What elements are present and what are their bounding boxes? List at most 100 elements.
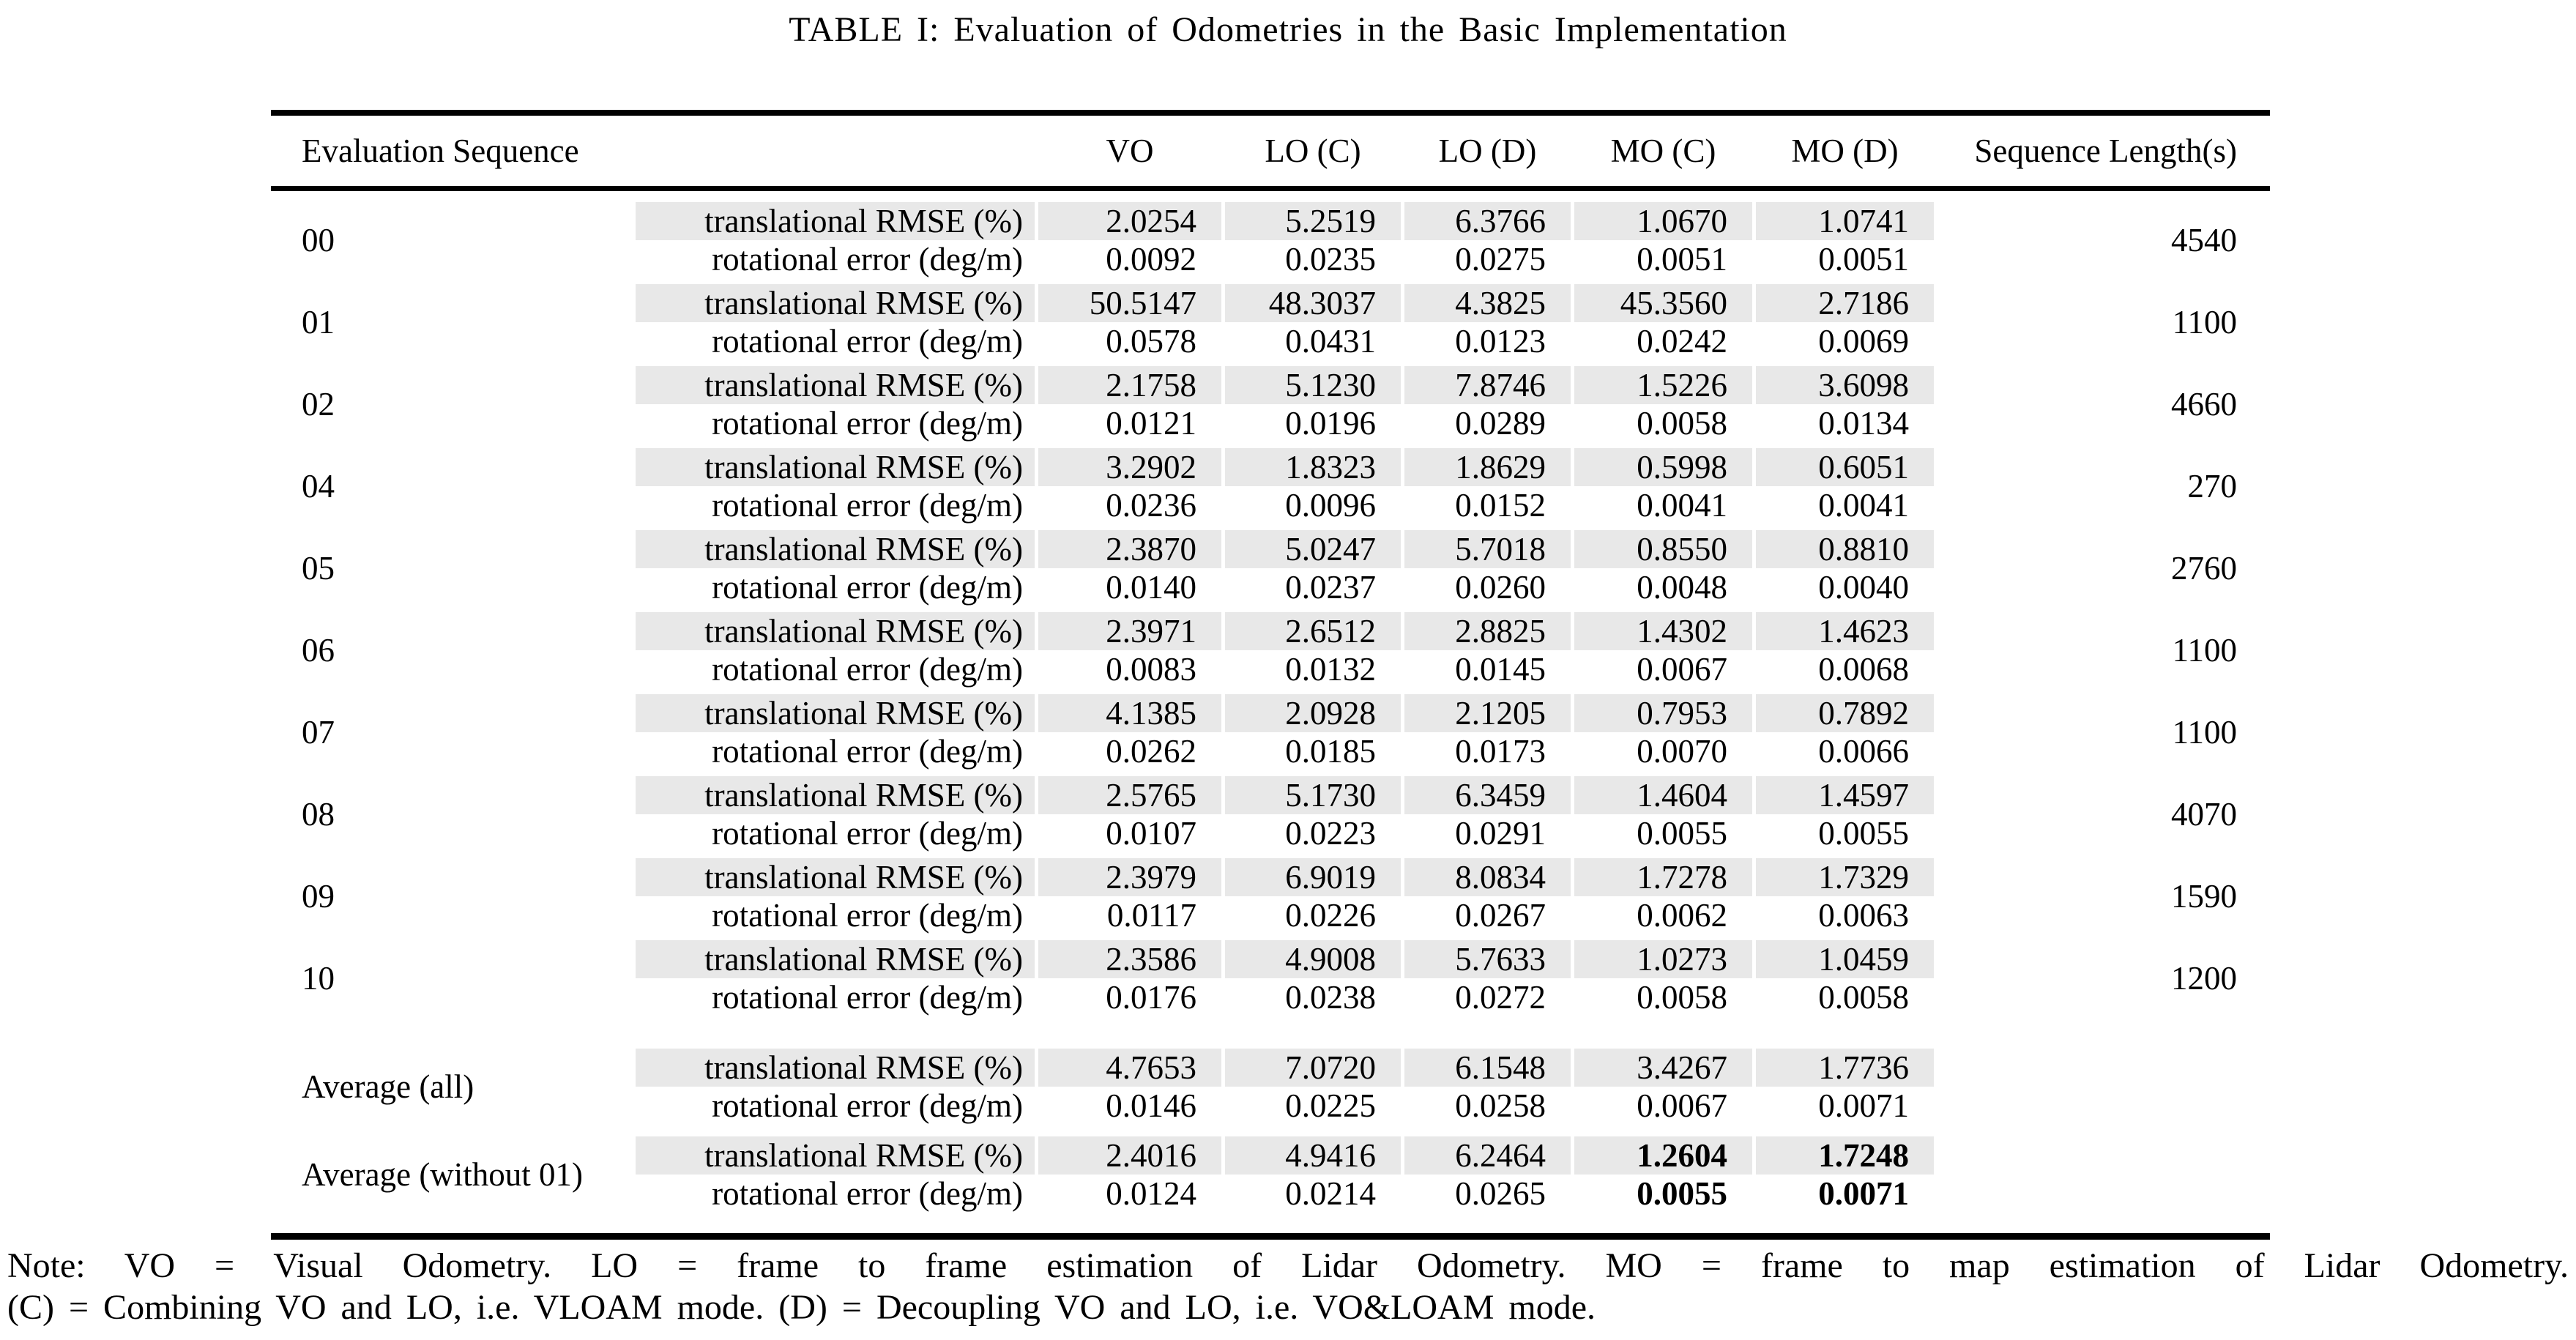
- metric-label-rotational: rotational error (deg/m): [712, 323, 1023, 360]
- cell-rotational-mo-d: 0.0058: [1818, 979, 1909, 1016]
- cell-rotational-vo: 0.0124: [1106, 1175, 1196, 1212]
- cell-translational-mo-c: 45.3560: [1574, 284, 1752, 322]
- cell-rotational-mo-d: 0.0071: [1818, 1175, 1909, 1212]
- cell-translational-mo-c: 0.7953: [1574, 694, 1752, 732]
- cell-translational-mo-c: 1.4604: [1574, 776, 1752, 814]
- sequence-length-value: 1100: [2172, 714, 2237, 751]
- cell-translational-lo-d: 7.8746: [1404, 366, 1571, 404]
- cell-rotational-mo-d: 0.0071: [1818, 1087, 1909, 1124]
- table-row-group: 04 translational RMSE (%) 3.2902 1.8323 …: [271, 448, 2270, 524]
- cell-translational-lo-d: 6.1548: [1404, 1049, 1571, 1087]
- cell-translational-vo: 4.1385: [1038, 694, 1221, 732]
- table-row-group: 08 translational RMSE (%) 2.5765 5.1730 …: [271, 776, 2270, 852]
- cell-rotational-lo-c: 0.0238: [1285, 979, 1376, 1016]
- table-note-line-1: Note: VO = Visual Odometry. LO = frame t…: [7, 1246, 2569, 1285]
- sequence-label: 06: [302, 632, 335, 669]
- cell-translational-lo-d: 8.0834: [1404, 858, 1571, 896]
- cell-translational-lo-d: 2.1205: [1404, 694, 1571, 732]
- cell-translational-mo-d: 0.7892: [1756, 694, 1934, 732]
- sequence-length-value: 2760: [2171, 550, 2237, 587]
- table-row-group: 09 translational RMSE (%) 2.3979 6.9019 …: [271, 858, 2270, 934]
- cell-translational-mo-d: 1.7329: [1756, 858, 1934, 896]
- cell-translational-lo-c: 5.2519: [1225, 202, 1401, 240]
- cell-rotational-mo-d: 0.0040: [1818, 569, 1909, 606]
- cell-translational-vo: 2.3979: [1038, 858, 1221, 896]
- cell-translational-mo-d: 1.7736: [1756, 1049, 1934, 1087]
- sequence-label: 09: [302, 878, 335, 915]
- cell-rotational-lo-d: 0.0275: [1455, 241, 1546, 278]
- metric-label-rotational: rotational error (deg/m): [712, 733, 1023, 770]
- cell-translational-mo-d: 1.4597: [1756, 776, 1934, 814]
- cell-translational-mo-d: 3.6098: [1756, 366, 1934, 404]
- metric-label-rotational: rotational error (deg/m): [712, 1087, 1023, 1124]
- metric-label-translational: translational RMSE (%): [636, 940, 1035, 978]
- cell-rotational-lo-d: 0.0145: [1455, 651, 1546, 688]
- cell-translational-vo: 2.3870: [1038, 530, 1221, 568]
- cell-rotational-mo-c: 0.0067: [1637, 651, 1727, 688]
- cell-translational-mo-c: 0.5998: [1574, 448, 1752, 486]
- cell-rotational-lo-c: 0.0096: [1285, 487, 1376, 524]
- sequence-label: Average (all): [302, 1068, 474, 1105]
- cell-rotational-lo-c: 0.0185: [1285, 733, 1376, 770]
- sequence-label: 07: [302, 714, 335, 751]
- cell-rotational-mo-c: 0.0242: [1637, 323, 1727, 360]
- sequence-label: Average (without 01): [302, 1156, 584, 1193]
- metric-label-rotational: rotational error (deg/m): [712, 569, 1023, 606]
- table-row-group: 07 translational RMSE (%) 4.1385 2.0928 …: [271, 694, 2270, 770]
- table-row-group: 01 translational RMSE (%) 50.5147 48.303…: [271, 284, 2270, 360]
- col-header-mo-d: MO (D): [1791, 133, 1899, 169]
- cell-rotational-vo: 0.0107: [1106, 815, 1196, 852]
- metric-value-grid: translational RMSE (%) 2.3979 6.9019 8.0…: [636, 858, 1934, 934]
- cell-rotational-vo: 0.0176: [1106, 979, 1196, 1016]
- metric-value-grid: translational RMSE (%) 3.2902 1.8323 1.8…: [636, 448, 1934, 524]
- cell-translational-lo-d: 1.8629: [1404, 448, 1571, 486]
- cell-rotational-vo: 0.0146: [1106, 1087, 1196, 1124]
- table-bottom-rule: [271, 1233, 2270, 1240]
- table-note: Note: VO = Visual Odometry. LO = frame t…: [7, 1245, 2569, 1328]
- metric-value-grid: translational RMSE (%) 2.4016 4.9416 6.2…: [636, 1136, 1934, 1213]
- sequence-length-value: 4070: [2171, 796, 2237, 833]
- sequence-label: 08: [302, 796, 335, 833]
- cell-rotational-vo: 0.0236: [1106, 487, 1196, 524]
- metric-value-grid: translational RMSE (%) 2.3870 5.0247 5.7…: [636, 530, 1934, 606]
- cell-rotational-mo-d: 0.0063: [1818, 897, 1909, 934]
- cell-translational-mo-d: 0.8810: [1756, 530, 1934, 568]
- cell-rotational-vo: 0.0083: [1106, 651, 1196, 688]
- cell-rotational-mo-d: 0.0069: [1818, 323, 1909, 360]
- cell-rotational-mo-c: 0.0055: [1637, 815, 1727, 852]
- metric-label-translational: translational RMSE (%): [636, 694, 1035, 732]
- cell-translational-lo-d: 6.3766: [1404, 202, 1571, 240]
- table-header-rule: [271, 186, 2270, 191]
- cell-rotational-mo-d: 0.0068: [1818, 651, 1909, 688]
- metric-value-grid: translational RMSE (%) 2.5765 5.1730 6.3…: [636, 776, 1934, 852]
- cell-translational-lo-c: 2.6512: [1225, 612, 1401, 650]
- cell-rotational-lo-d: 0.0152: [1455, 487, 1546, 524]
- cell-rotational-lo-c: 0.0214: [1285, 1175, 1376, 1212]
- table-row-group: 00 translational RMSE (%) 2.0254 5.2519 …: [271, 202, 2270, 278]
- sequence-label: 00: [302, 222, 335, 258]
- cell-translational-mo-c: 1.7278: [1574, 858, 1752, 896]
- cell-rotational-lo-d: 0.0291: [1455, 815, 1546, 852]
- cell-rotational-lo-c: 0.0237: [1285, 569, 1376, 606]
- cell-rotational-mo-c: 0.0062: [1637, 897, 1727, 934]
- cell-translational-mo-c: 1.5226: [1574, 366, 1752, 404]
- table-note-line-2: (C) = Combining VO and LO, i.e. VLOAM mo…: [7, 1288, 1596, 1327]
- cell-translational-lo-c: 5.1230: [1225, 366, 1401, 404]
- cell-rotational-mo-c: 0.0067: [1637, 1087, 1727, 1124]
- col-header-lo-d: LO (D): [1438, 133, 1537, 169]
- sequence-length-value: 1590: [2171, 878, 2237, 915]
- cell-translational-mo-d: 0.6051: [1756, 448, 1934, 486]
- cell-rotational-lo-d: 0.0289: [1455, 405, 1546, 442]
- sequence-length-value: 1200: [2171, 960, 2237, 997]
- cell-rotational-mo-c: 0.0070: [1637, 733, 1727, 770]
- cell-rotational-lo-d: 0.0272: [1455, 979, 1546, 1016]
- cell-translational-mo-c: 0.8550: [1574, 530, 1752, 568]
- sequence-length-value: 4540: [2171, 222, 2237, 258]
- metric-label-translational: translational RMSE (%): [636, 858, 1035, 896]
- cell-translational-mo-c: 1.0670: [1574, 202, 1752, 240]
- sequence-label: 10: [302, 960, 335, 997]
- metric-label-translational: translational RMSE (%): [636, 612, 1035, 650]
- cell-translational-vo: 2.5765: [1038, 776, 1221, 814]
- metric-value-grid: translational RMSE (%) 2.3971 2.6512 2.8…: [636, 612, 1934, 688]
- metric-label-rotational: rotational error (deg/m): [712, 897, 1023, 934]
